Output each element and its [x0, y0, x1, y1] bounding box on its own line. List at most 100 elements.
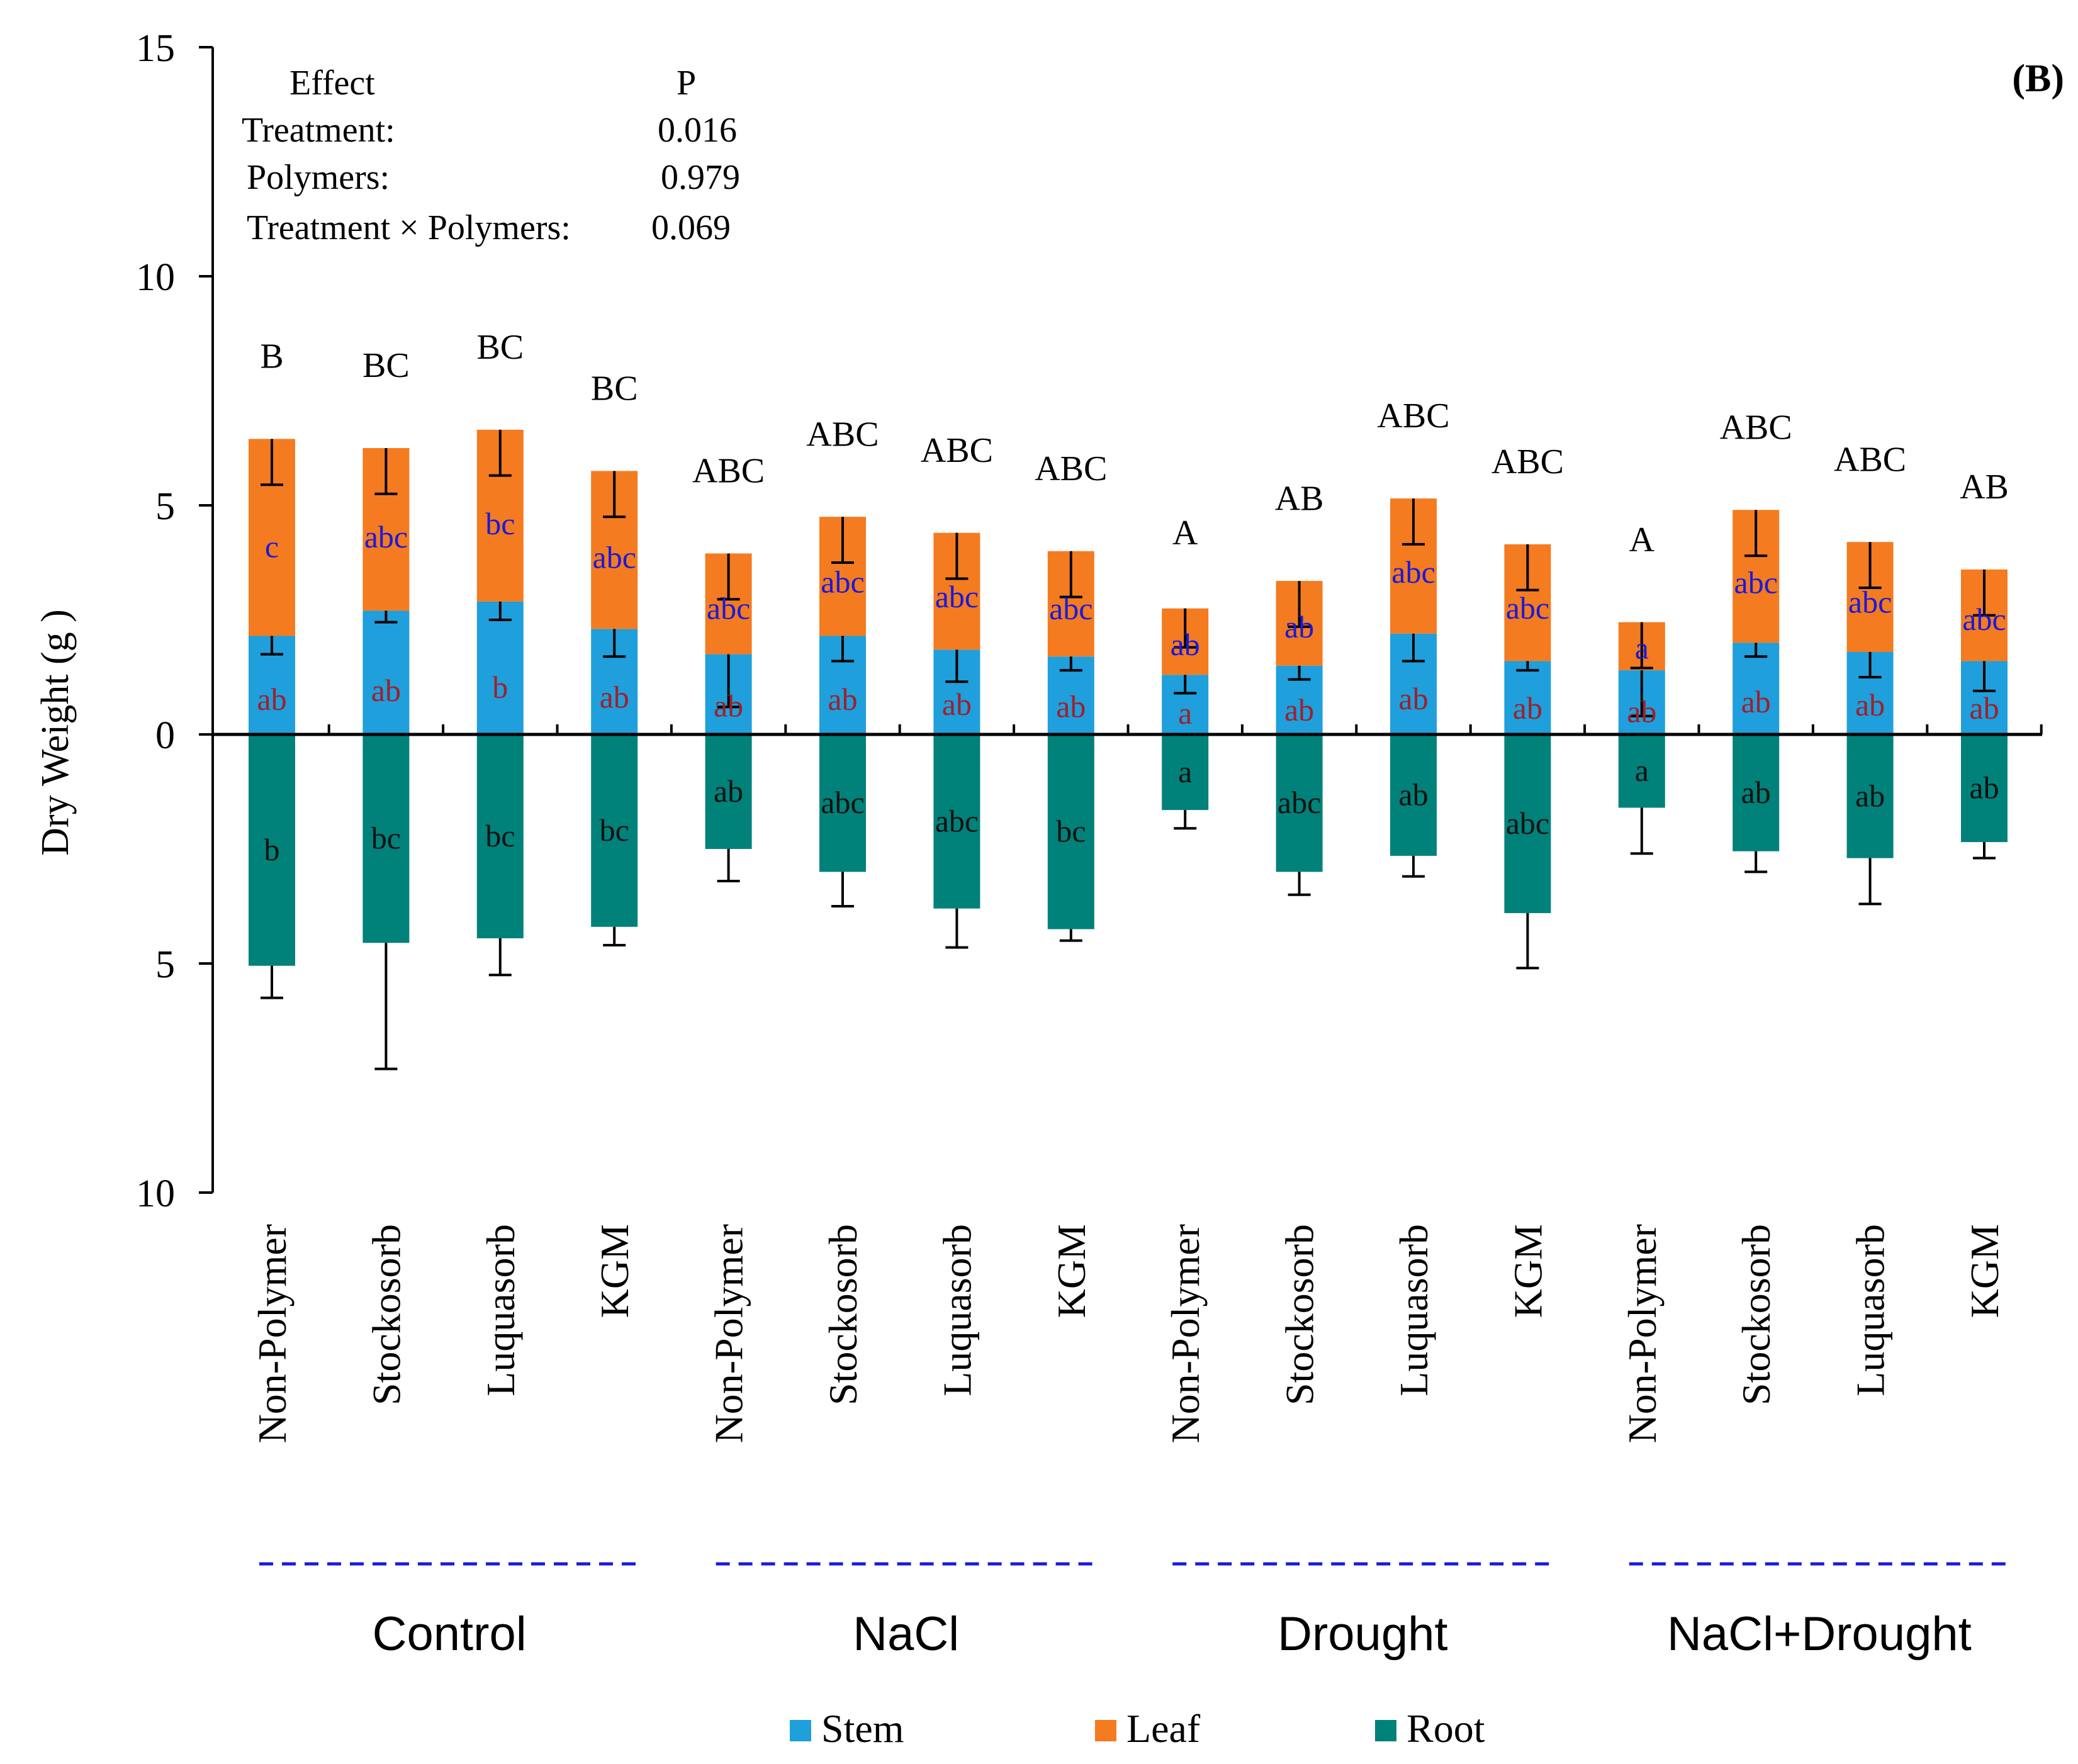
y-tick-label: 0 — [155, 714, 175, 757]
total-letter: ABC — [1834, 440, 1906, 479]
total-letter: ABC — [1377, 396, 1449, 435]
stem-letter: ab — [1056, 689, 1086, 724]
bar-stem — [1504, 661, 1551, 734]
total-letter: ABC — [806, 415, 879, 454]
x-tick-label: Stockosorb — [364, 1224, 408, 1405]
bar-root — [1846, 734, 1894, 858]
legend-swatch-stem — [790, 1720, 811, 1741]
stem-letter: ab — [1627, 694, 1656, 729]
effects-row-polymers: Polymers: — [247, 158, 390, 197]
effects-p-polymers: 0.979 — [661, 158, 740, 197]
legend-label-leaf: Leaf — [1126, 1706, 1201, 1751]
root-letter: ab — [1741, 775, 1771, 810]
legend-swatch-leaf — [1095, 1720, 1116, 1741]
y-tick-label: 10 — [136, 1172, 175, 1215]
root-letter: ab — [1855, 778, 1885, 813]
x-tick-label: Non-Polymer — [250, 1224, 295, 1443]
root-letter: bc — [371, 821, 401, 856]
x-tick-label: KGM — [592, 1224, 637, 1318]
x-tick-label: Stockosorb — [1278, 1224, 1322, 1405]
root-letter: b — [264, 832, 280, 867]
total-letter: BC — [476, 328, 524, 367]
bar-root — [1618, 734, 1665, 808]
x-tick-label: Non-Polymer — [707, 1224, 751, 1443]
group-label: Drought — [1278, 1607, 1447, 1661]
bar-root — [705, 734, 752, 849]
group-label: NaCl — [853, 1607, 959, 1661]
leaf-letter: ab — [1171, 627, 1200, 662]
x-tick-label: Non-Polymer — [1163, 1224, 1208, 1443]
total-letter: A — [1629, 520, 1655, 559]
y-tick-label: 5 — [155, 485, 175, 528]
bar-root — [362, 734, 410, 943]
effects-table: Effect P Treatment: 0.016 Polymers: 0.97… — [242, 64, 740, 247]
group-label: Control — [373, 1607, 527, 1661]
root-letter: bc — [600, 812, 629, 848]
legend-label-root: Root — [1407, 1706, 1485, 1751]
leaf-letter: abc — [707, 591, 750, 626]
total-letter: ABC — [1035, 449, 1107, 488]
x-tick-label: KGM — [1505, 1224, 1550, 1318]
effects-p-treatment: 0.016 — [658, 111, 737, 150]
total-letter: AB — [1960, 468, 2009, 507]
leaf-letter: abc — [1962, 602, 2006, 637]
bar-stem — [476, 601, 524, 734]
bar-root — [249, 734, 295, 966]
leaf-letter: abc — [593, 540, 636, 575]
bar-root — [1961, 734, 2008, 843]
x-tick-label: KGM — [1049, 1224, 1094, 1318]
stem-letter: ab — [1741, 684, 1771, 719]
bar-root — [933, 734, 980, 909]
root-letter: a — [1635, 753, 1649, 788]
root-letter: abc — [1506, 806, 1549, 841]
stem-letter: ab — [600, 679, 629, 714]
root-letter: abc — [1278, 785, 1321, 820]
bar-root — [819, 734, 866, 872]
stem-letter: ab — [942, 687, 972, 722]
y-tick-label: 10 — [136, 256, 175, 299]
y-tick-label: 5 — [155, 943, 175, 986]
leaf-letter: abc — [1391, 554, 1435, 590]
bar-root — [1504, 734, 1551, 913]
stem-letter: b — [492, 670, 508, 705]
bar-stem — [362, 610, 410, 734]
leaf-letter: abc — [1848, 584, 1892, 619]
x-tick-label: Luquasorb — [1848, 1224, 1893, 1396]
root-letter: abc — [935, 803, 979, 838]
x-tick-label: Luquasorb — [478, 1224, 523, 1396]
x-tick-label: Non-Polymer — [1620, 1224, 1665, 1443]
x-tick-label: KGM — [1962, 1224, 2007, 1318]
total-letter: ABC — [692, 452, 765, 491]
total-letter: B — [260, 337, 283, 376]
leaf-letter: abc — [364, 519, 408, 554]
total-letter: A — [1172, 514, 1198, 553]
leaf-letter: abc — [1734, 565, 1778, 600]
effects-row-interaction: Treatment × Polymers: — [247, 208, 571, 247]
x-tick-label: Luquasorb — [1391, 1224, 1436, 1396]
effects-header-effect: Effect — [289, 64, 375, 103]
bar-root — [1047, 734, 1094, 930]
legend-label-stem: Stem — [821, 1706, 904, 1751]
stem-letter: ab — [257, 682, 286, 717]
total-letter: ABC — [1491, 442, 1564, 481]
bar-root — [1162, 734, 1209, 811]
root-letter: ab — [1969, 770, 1999, 806]
leaf-letter: bc — [485, 506, 515, 541]
leaf-letter: abc — [821, 564, 864, 599]
stem-letter: ab — [714, 688, 743, 723]
x-tick-label: Stockosorb — [821, 1224, 865, 1405]
bar-root — [591, 734, 638, 927]
bar-root — [476, 734, 524, 938]
x-tick-label: Luquasorb — [935, 1224, 979, 1396]
stem-letter: ab — [1398, 681, 1428, 716]
bar-root — [1276, 734, 1323, 872]
effects-row-treatment: Treatment: — [242, 111, 395, 150]
root-letter: bc — [1056, 814, 1086, 849]
y-tick-label: 15 — [136, 27, 175, 70]
stem-letter: ab — [1284, 692, 1314, 728]
stem-letter: ab — [371, 673, 401, 708]
x-tick-label: Stockosorb — [1734, 1224, 1778, 1405]
effects-p-interaction: 0.069 — [651, 208, 731, 247]
root-letter: abc — [821, 785, 864, 820]
